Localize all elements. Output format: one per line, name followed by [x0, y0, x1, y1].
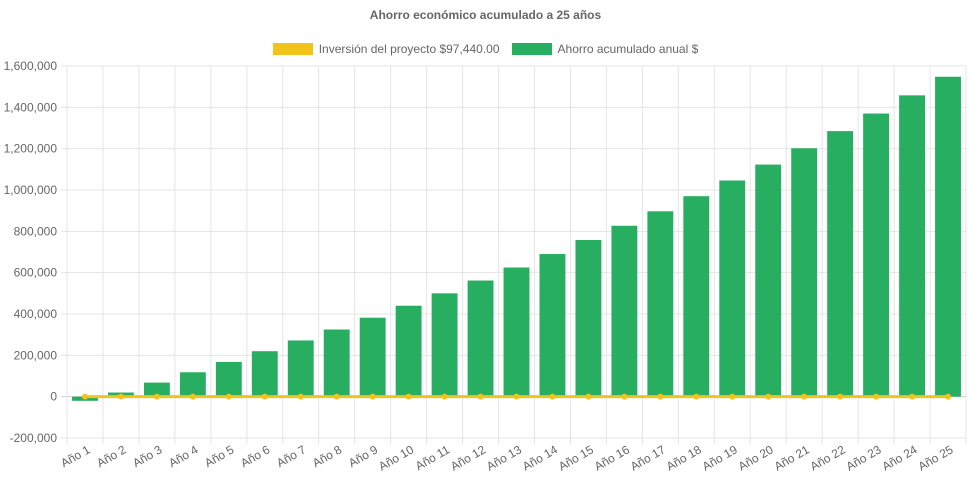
bar-ahorro [647, 211, 674, 397]
y-tick-label: 1,600,000 [4, 59, 58, 73]
bar-ahorro [899, 95, 926, 397]
bar-ahorro [179, 372, 206, 397]
bar-ahorro [431, 293, 458, 397]
x-tick-label: Año 16 [592, 442, 632, 473]
x-tick-label: Año 6 [238, 442, 272, 470]
y-tick-label: 600,000 [14, 266, 58, 280]
x-tick-label: Año 20 [736, 442, 776, 473]
bar-ahorro [215, 361, 242, 397]
point-inversion [225, 393, 232, 400]
bar-ahorro [323, 329, 350, 397]
x-tick-label: Año 10 [376, 442, 416, 473]
x-tick-label: Año 19 [700, 442, 740, 473]
bar-ahorro [287, 340, 314, 397]
y-tick-label: 800,000 [14, 224, 58, 238]
point-inversion [621, 393, 628, 400]
point-inversion [297, 393, 304, 400]
bar-ahorro [395, 305, 422, 397]
y-tick-label: 1,400,000 [4, 100, 58, 114]
x-tick-label: Año 12 [448, 442, 488, 473]
point-inversion [81, 393, 88, 400]
x-tick-label: Año 21 [772, 442, 812, 473]
point-inversion [441, 393, 448, 400]
point-inversion [117, 393, 124, 400]
x-tick-label: Año 17 [628, 442, 668, 473]
legend-swatch-investment [272, 43, 313, 55]
x-tick-label: Año 3 [130, 442, 164, 470]
bar-ahorro [863, 113, 890, 397]
point-inversion [585, 393, 592, 400]
bar-ahorro [143, 382, 170, 397]
y-tick-label: -200,000 [10, 431, 58, 445]
y-tick-label: 1,000,000 [4, 183, 58, 197]
x-tick-label: Año 4 [166, 442, 200, 470]
chart-title: Ahorro económico acumulado a 25 años [369, 8, 602, 22]
y-tick-label: 200,000 [14, 348, 58, 362]
x-tick-label: Año 14 [520, 442, 560, 473]
point-inversion [477, 393, 484, 400]
bar-ahorro [503, 267, 530, 397]
bar-ahorro [719, 180, 746, 397]
y-tick-label: 400,000 [14, 307, 58, 321]
x-tick-label: Año 15 [556, 442, 596, 473]
bar-ahorro [539, 254, 566, 397]
x-tick-label: Año 13 [484, 442, 524, 473]
x-tick-label: Año 23 [844, 442, 884, 473]
y-tick-label: 0 [50, 390, 57, 404]
x-tick-label: Año 24 [880, 442, 920, 473]
point-inversion [189, 393, 196, 400]
point-inversion [369, 393, 376, 400]
bar-ahorro [251, 351, 278, 397]
bar-ahorro [359, 317, 386, 397]
legend-label-savings: Ahorro acumulado anual $ [557, 42, 699, 56]
x-tick-label: Año 25 [916, 442, 956, 473]
point-inversion [909, 393, 916, 400]
point-inversion [945, 393, 952, 400]
legend-item-savings[interactable]: Ahorro acumulado anual $ [511, 42, 699, 56]
point-inversion [549, 393, 556, 400]
bar-ahorro [935, 76, 961, 397]
legend-label-investment: Inversión del proyecto $97,440.00 [318, 42, 500, 56]
legend-swatch-savings [511, 43, 552, 55]
x-tick-label: Año 5 [202, 442, 236, 470]
x-tick-label: Año 7 [274, 442, 308, 470]
point-inversion [837, 393, 844, 400]
x-tick-label: Año 8 [310, 442, 344, 470]
x-tick-label: Año 22 [808, 442, 848, 473]
y-tick-label: 1,200,000 [4, 142, 58, 156]
point-inversion [801, 393, 808, 400]
point-inversion [261, 393, 268, 400]
legend-item-investment[interactable]: Inversión del proyecto $97,440.00 [272, 42, 500, 56]
point-inversion [657, 393, 664, 400]
bar-ahorro [575, 240, 602, 397]
point-inversion [693, 393, 700, 400]
point-inversion [333, 393, 340, 400]
bar-ahorro [791, 148, 818, 397]
point-inversion [765, 393, 772, 400]
x-tick-label: Año 1 [58, 442, 92, 470]
point-inversion [729, 393, 736, 400]
point-inversion [405, 393, 412, 400]
x-tick-label: Año 11 [413, 442, 452, 473]
point-inversion [513, 393, 520, 400]
point-inversion [153, 393, 160, 400]
x-tick-label: Año 9 [346, 442, 380, 470]
x-tick-label: Año 2 [94, 442, 128, 470]
bar-ahorro [611, 225, 638, 397]
bar-ahorro [683, 196, 710, 397]
point-inversion [873, 393, 880, 400]
bar-ahorro [467, 280, 494, 397]
legend: Inversión del proyecto $97,440.00 Ahorro… [0, 42, 971, 56]
bar-ahorro [755, 164, 782, 397]
x-tick-label: Año 18 [664, 442, 704, 473]
bar-ahorro [827, 131, 854, 397]
